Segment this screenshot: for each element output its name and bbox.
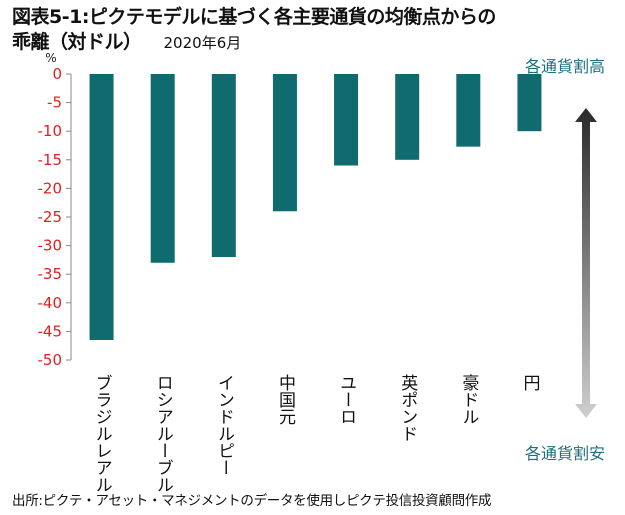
annotation-overvalued: 各通貨割高 (525, 57, 605, 76)
category-label: ロシアルーブル (153, 374, 173, 493)
y-tick-label: -15 (38, 151, 63, 169)
bar (456, 74, 481, 147)
category-label: ユーロ (336, 374, 356, 425)
category-label: 豪ドル (458, 373, 478, 425)
y-tick-label: -45 (38, 322, 63, 340)
source-note: 出所:ピクテ・アセット・マネジメントのデータを使用しピクテ投信投資顧問作成 (12, 493, 492, 509)
bar (395, 74, 420, 160)
category-label: 英ポンド (397, 374, 418, 442)
bar (517, 74, 542, 132)
category-label: 中国元 (275, 374, 296, 425)
bar (334, 74, 359, 166)
y-tick-label: -50 (38, 351, 63, 369)
y-tick-label: -10 (38, 122, 63, 140)
y-tick-label: 0 (52, 65, 62, 83)
bar (211, 74, 236, 258)
category-label: ブラジルレアル (92, 374, 112, 493)
chart-title: 図表5-1:ピクテモデルに基づく各主要通貨の均衡点からの 乖離（対ドル） 2020… (12, 5, 612, 56)
y-tick-label: -20 (38, 179, 63, 197)
bar (89, 74, 114, 340)
bar (150, 74, 175, 263)
y-tick-label: -35 (38, 265, 63, 283)
y-axis-unit: % (45, 51, 56, 65)
category-label: 円 (519, 374, 539, 392)
title-line-1: 図表5-1:ピクテモデルに基づく各主要通貨の均衡点からの (12, 6, 496, 28)
y-tick-label: -25 (38, 208, 63, 226)
y-tick-label: -40 (38, 294, 63, 312)
bar (272, 74, 297, 212)
title-date: 2020年6月 (163, 34, 242, 52)
y-tick-label: -30 (38, 237, 63, 255)
annotation-undervalued: 各通貨割安 (525, 444, 605, 463)
y-tick-label: -5 (47, 94, 62, 112)
double-arrow (575, 108, 597, 418)
category-label: インドルピー (214, 374, 234, 476)
title-line-2: 乖離（対ドル） (12, 31, 142, 53)
